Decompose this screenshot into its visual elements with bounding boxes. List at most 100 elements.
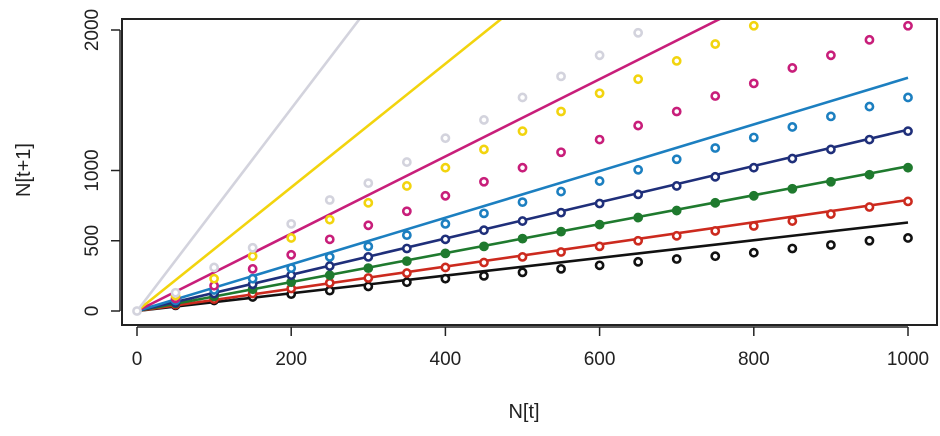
series-6-point-7 [440,162,451,173]
series-4-point-15 [748,132,759,143]
series-6-point-9 [517,126,528,137]
series-2-point-13 [671,205,682,216]
series-7-point-0 [132,306,142,316]
series-1-point-16 [787,216,798,226]
series-3-point-19 [903,126,913,137]
series-4-point-6 [401,230,412,241]
series-3-point-13 [671,181,682,191]
series-2-point-16 [787,183,798,194]
series-2-point-11 [594,219,605,230]
x-tick-label-4: 800 [738,349,770,370]
series-7-point-13 [633,27,644,38]
series-5-point-3 [286,249,297,260]
series-5-point-6 [401,206,412,217]
series-5-point-12 [633,120,644,131]
series-7-point-12 [594,50,605,61]
series-3-point-7 [440,234,451,245]
series-3-point-14 [710,171,721,182]
series-0-point-16 [787,243,798,254]
series-2-point-19 [903,162,913,173]
series-6-point-8 [479,144,489,155]
series-6-point-4 [324,214,335,225]
series-5 [136,19,913,313]
series-5-point-18 [864,34,875,45]
series-0-point-9 [517,267,528,278]
series-2-point-8 [479,241,489,252]
series-3-point-17 [826,144,836,155]
series-7-point-6 [363,178,374,189]
series-6-point-2 [247,251,258,262]
x-tick-label-2: 400 [430,349,462,370]
series-5-point-13 [671,106,682,117]
series-1-point-5 [363,273,374,283]
series-5-point-8 [479,176,489,187]
x-axis: 0 200 400 600 800 1000 [132,326,929,370]
series-5-point-15 [748,78,759,89]
series-2-point-9 [517,233,528,244]
series-5-point-5 [363,220,374,231]
y-tick-label-0: 0 [82,306,103,317]
series-2-point-15 [748,190,759,201]
series-0-point-11 [594,260,605,271]
y-axis: 0 500 1000 2000 [82,9,121,317]
series-4-point-17 [826,111,836,122]
series-0-point-10 [556,263,566,274]
series-1-point-19 [903,196,913,207]
series-4-point-14 [710,143,721,153]
series-1-point-10 [556,247,566,257]
series-6-point-6 [401,181,412,191]
series-0-point-15 [748,247,759,258]
x-tick-label-0: 0 [132,349,143,370]
series-3-point-5 [363,252,374,262]
series-3-point-10 [556,207,566,218]
y-axis-label: N[t+1] [13,143,35,197]
series-0-point-18 [864,235,875,246]
series-1-point-13 [671,230,682,241]
series-6-point-11 [594,88,605,99]
series-4-point-19 [903,92,913,103]
x-tick-label-5: 1000 [887,349,929,370]
series-6-point-5 [363,197,374,208]
series-0-point-7 [440,273,451,284]
series-0-point-14 [710,251,721,262]
series-3-point-18 [864,134,875,145]
series-4-point-8 [479,208,489,219]
series-7-point-9 [479,115,489,125]
series-3-point-8 [479,225,489,236]
x-axis-label: N[t] [508,401,539,423]
series-5-point-16 [787,63,798,73]
series-3-point-16 [787,153,798,164]
series-1 [136,196,913,313]
series-6-point-15 [748,20,759,31]
plot-area-frame [121,18,938,326]
series-2-point-4 [324,270,335,281]
y-tick-label-1: 500 [82,225,103,257]
series-2-point-10 [556,226,566,237]
series-6-point-12 [633,74,644,85]
series-7-point-5 [324,195,335,205]
series-3-point-9 [517,216,528,226]
x-tick-label-3: 600 [584,349,616,370]
series-3-point-15 [748,162,759,173]
series-0-point-13 [671,254,682,264]
series-3-point-6 [401,243,412,254]
series-0-point-8 [479,270,489,281]
y-tick-label-3: 2000 [82,9,103,51]
series-5-point-2 [247,263,258,274]
series-0-point-6 [401,277,412,288]
series-5-point-7 [440,190,451,201]
series-3 [136,126,913,313]
series-1-point-6 [401,268,412,278]
series-2-point-14 [710,197,721,208]
series-0-point-19 [903,233,913,243]
series-3-point-4 [324,261,335,271]
series-0-point-17 [826,240,836,250]
series-7-line [135,19,362,312]
y-tick-label-2: 1000 [82,149,103,191]
series-3-point-11 [594,198,605,209]
series-2-point-17 [826,176,836,187]
series-5-point-19 [903,20,913,31]
series-1-point-9 [517,252,528,262]
series-6-point-13 [671,56,682,66]
series-2-point-7 [440,248,451,259]
